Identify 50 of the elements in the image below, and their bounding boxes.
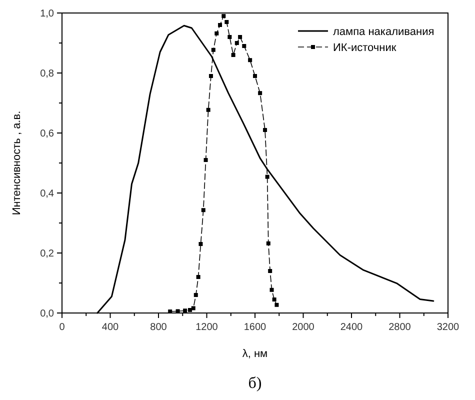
point [198, 242, 203, 246]
point [201, 208, 206, 212]
point [214, 31, 219, 36]
text: б) [248, 375, 262, 392]
point [238, 35, 242, 39]
point [234, 41, 239, 45]
point [242, 44, 246, 48]
y-tick-label: 1,0 [40, 8, 54, 20]
y-tick-label: 0,4 [40, 188, 54, 200]
point [270, 288, 274, 292]
point [266, 241, 270, 246]
point [253, 74, 257, 78]
point [272, 298, 276, 302]
point [206, 108, 210, 112]
point [222, 14, 226, 18]
y-axis-title: Интенсивность , а.в. [11, 110, 23, 216]
x-tick-label: 1600 [244, 322, 267, 333]
point [248, 58, 252, 62]
legend-label: лампа накаливания [333, 26, 434, 38]
point [183, 308, 188, 313]
point [265, 174, 270, 179]
point [191, 306, 196, 310]
x-tick-label: 800 [150, 322, 168, 333]
point [188, 308, 192, 312]
point [274, 302, 279, 307]
point [204, 158, 208, 162]
point [218, 23, 222, 27]
legend-label: ИК-источник [333, 42, 396, 54]
x-tick-label: 400 [102, 322, 120, 333]
point [258, 91, 262, 96]
y-tick-label: 0,6 [40, 128, 54, 140]
point [268, 269, 272, 273]
point [196, 275, 200, 279]
x-tick-label: 2400 [340, 322, 364, 333]
x-axis-title: λ, нм [242, 348, 268, 360]
point [208, 74, 213, 78]
point [263, 128, 268, 132]
x-tick-label: 2800 [388, 322, 412, 333]
point [228, 35, 232, 39]
y-tick-label: 0,8 [40, 68, 54, 80]
x-tick-label: 2000 [292, 322, 315, 333]
point [211, 48, 216, 52]
x-tick-label: 0 [59, 322, 66, 333]
y-tick-label: 0,2 [40, 248, 54, 260]
point [231, 53, 236, 57]
point [224, 20, 229, 24]
x-tick-label: 3200 [436, 322, 460, 333]
point [194, 293, 198, 297]
x-tick-label: 1200 [196, 322, 218, 333]
y-tick-label: 0,0 [40, 308, 54, 320]
